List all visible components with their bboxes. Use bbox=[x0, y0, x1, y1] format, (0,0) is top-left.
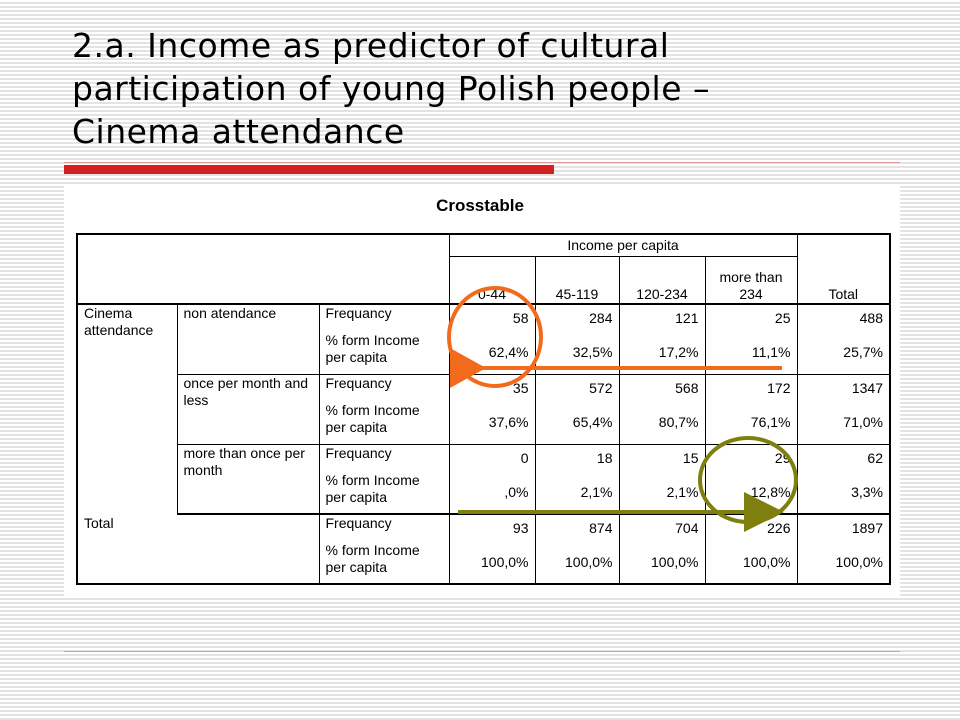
header-corner bbox=[76, 233, 449, 305]
slide-title-line-2: participation of young Polish people – bbox=[72, 69, 711, 108]
table-cell: 58 bbox=[448, 304, 535, 332]
stat-label-frequency: Frequancy bbox=[318, 514, 449, 542]
table-cell: 568 bbox=[618, 374, 705, 402]
table-cell: 488 bbox=[796, 304, 891, 332]
table-cell: 2,1% bbox=[534, 472, 619, 515]
slide-title-line-3: Cinema attendance bbox=[72, 112, 405, 151]
table-cell: 100,0% bbox=[704, 542, 797, 585]
table-cell: 0 bbox=[448, 444, 535, 472]
table-cell: 17,2% bbox=[618, 332, 705, 375]
stat-label-frequency: Frequancy bbox=[318, 304, 449, 332]
slide-title-line-1: 2.a. Income as predictor of cultural bbox=[72, 26, 670, 65]
table-cell: 121 bbox=[618, 304, 705, 332]
table-cell: 37,6% bbox=[448, 402, 535, 445]
table-cell: 572 bbox=[534, 374, 619, 402]
column-header-total: Total bbox=[796, 233, 891, 305]
table-cell: 76,1% bbox=[704, 402, 797, 445]
stat-label-percent: % form Income per capita bbox=[318, 402, 449, 445]
stat-label-percent: % form Income per capita bbox=[318, 542, 449, 585]
table-cell: 71,0% bbox=[796, 402, 891, 445]
table-cell: 874 bbox=[534, 514, 619, 542]
crosstable-title: Crosstable bbox=[436, 196, 524, 215]
table-cell: 12,8% bbox=[704, 472, 797, 515]
table-cell: 11,1% bbox=[704, 332, 797, 375]
table-cell: 65,4% bbox=[534, 402, 619, 445]
row-label-once-per-month: once per month and less bbox=[176, 374, 319, 445]
table-cell: 100,0% bbox=[534, 542, 619, 585]
table-cell: 18 bbox=[534, 444, 619, 472]
column-header-120-234: 120-234 bbox=[618, 256, 705, 305]
table-cell: 15 bbox=[618, 444, 705, 472]
table-cell: 35 bbox=[448, 374, 535, 402]
stat-label-frequency: Frequancy bbox=[318, 374, 449, 402]
table-cell: 62 bbox=[796, 444, 891, 472]
row-label-more-than-once: more than once per month bbox=[176, 444, 319, 515]
table-cell: 93 bbox=[448, 514, 535, 542]
table-cell: 100,0% bbox=[618, 542, 705, 585]
income-header: Income per capita bbox=[448, 233, 797, 257]
table-cell: 25,7% bbox=[796, 332, 891, 375]
table-cell: 80,7% bbox=[618, 402, 705, 445]
crosstable: Income per capita Total 0-44 45-119 120-… bbox=[76, 233, 891, 585]
table-cell: 2,1% bbox=[618, 472, 705, 515]
stat-label-percent: % form Income per capita bbox=[318, 472, 449, 515]
footer-divider bbox=[64, 651, 900, 652]
table-cell: 32,5% bbox=[534, 332, 619, 375]
table-cell: 284 bbox=[534, 304, 619, 332]
table-cell: 25 bbox=[704, 304, 797, 332]
table-cell: 704 bbox=[618, 514, 705, 542]
table-cell: 226 bbox=[704, 514, 797, 542]
table-cell: 100,0% bbox=[448, 542, 535, 585]
title-divider-thin bbox=[64, 162, 900, 163]
stat-label-frequency: Frequancy bbox=[318, 444, 449, 472]
table-cell: 3,3% bbox=[796, 472, 891, 515]
table-cell: 29 bbox=[704, 444, 797, 472]
column-header-0-44: 0-44 bbox=[448, 256, 535, 305]
table-cell: 100,0% bbox=[796, 542, 891, 585]
column-header-45-119: 45-119 bbox=[534, 256, 619, 305]
table-cell: 1347 bbox=[796, 374, 891, 402]
table-cell: 172 bbox=[704, 374, 797, 402]
stat-label-percent: % form Income per capita bbox=[318, 332, 449, 375]
table-cell: 1897 bbox=[796, 514, 891, 542]
column-header-more-than-234: more than 234 bbox=[704, 256, 797, 305]
row-variable-label: Cinema attendance bbox=[76, 304, 177, 514]
row-label-total: Total bbox=[76, 514, 319, 585]
row-label-non-atendance: non atendance bbox=[176, 304, 319, 375]
table-cell: 62,4% bbox=[448, 332, 535, 375]
table-cell: ,0% bbox=[448, 472, 535, 515]
title-accent-bar bbox=[64, 165, 554, 174]
slide-title: 2.a. Income as predictor of cultural par… bbox=[72, 24, 932, 153]
